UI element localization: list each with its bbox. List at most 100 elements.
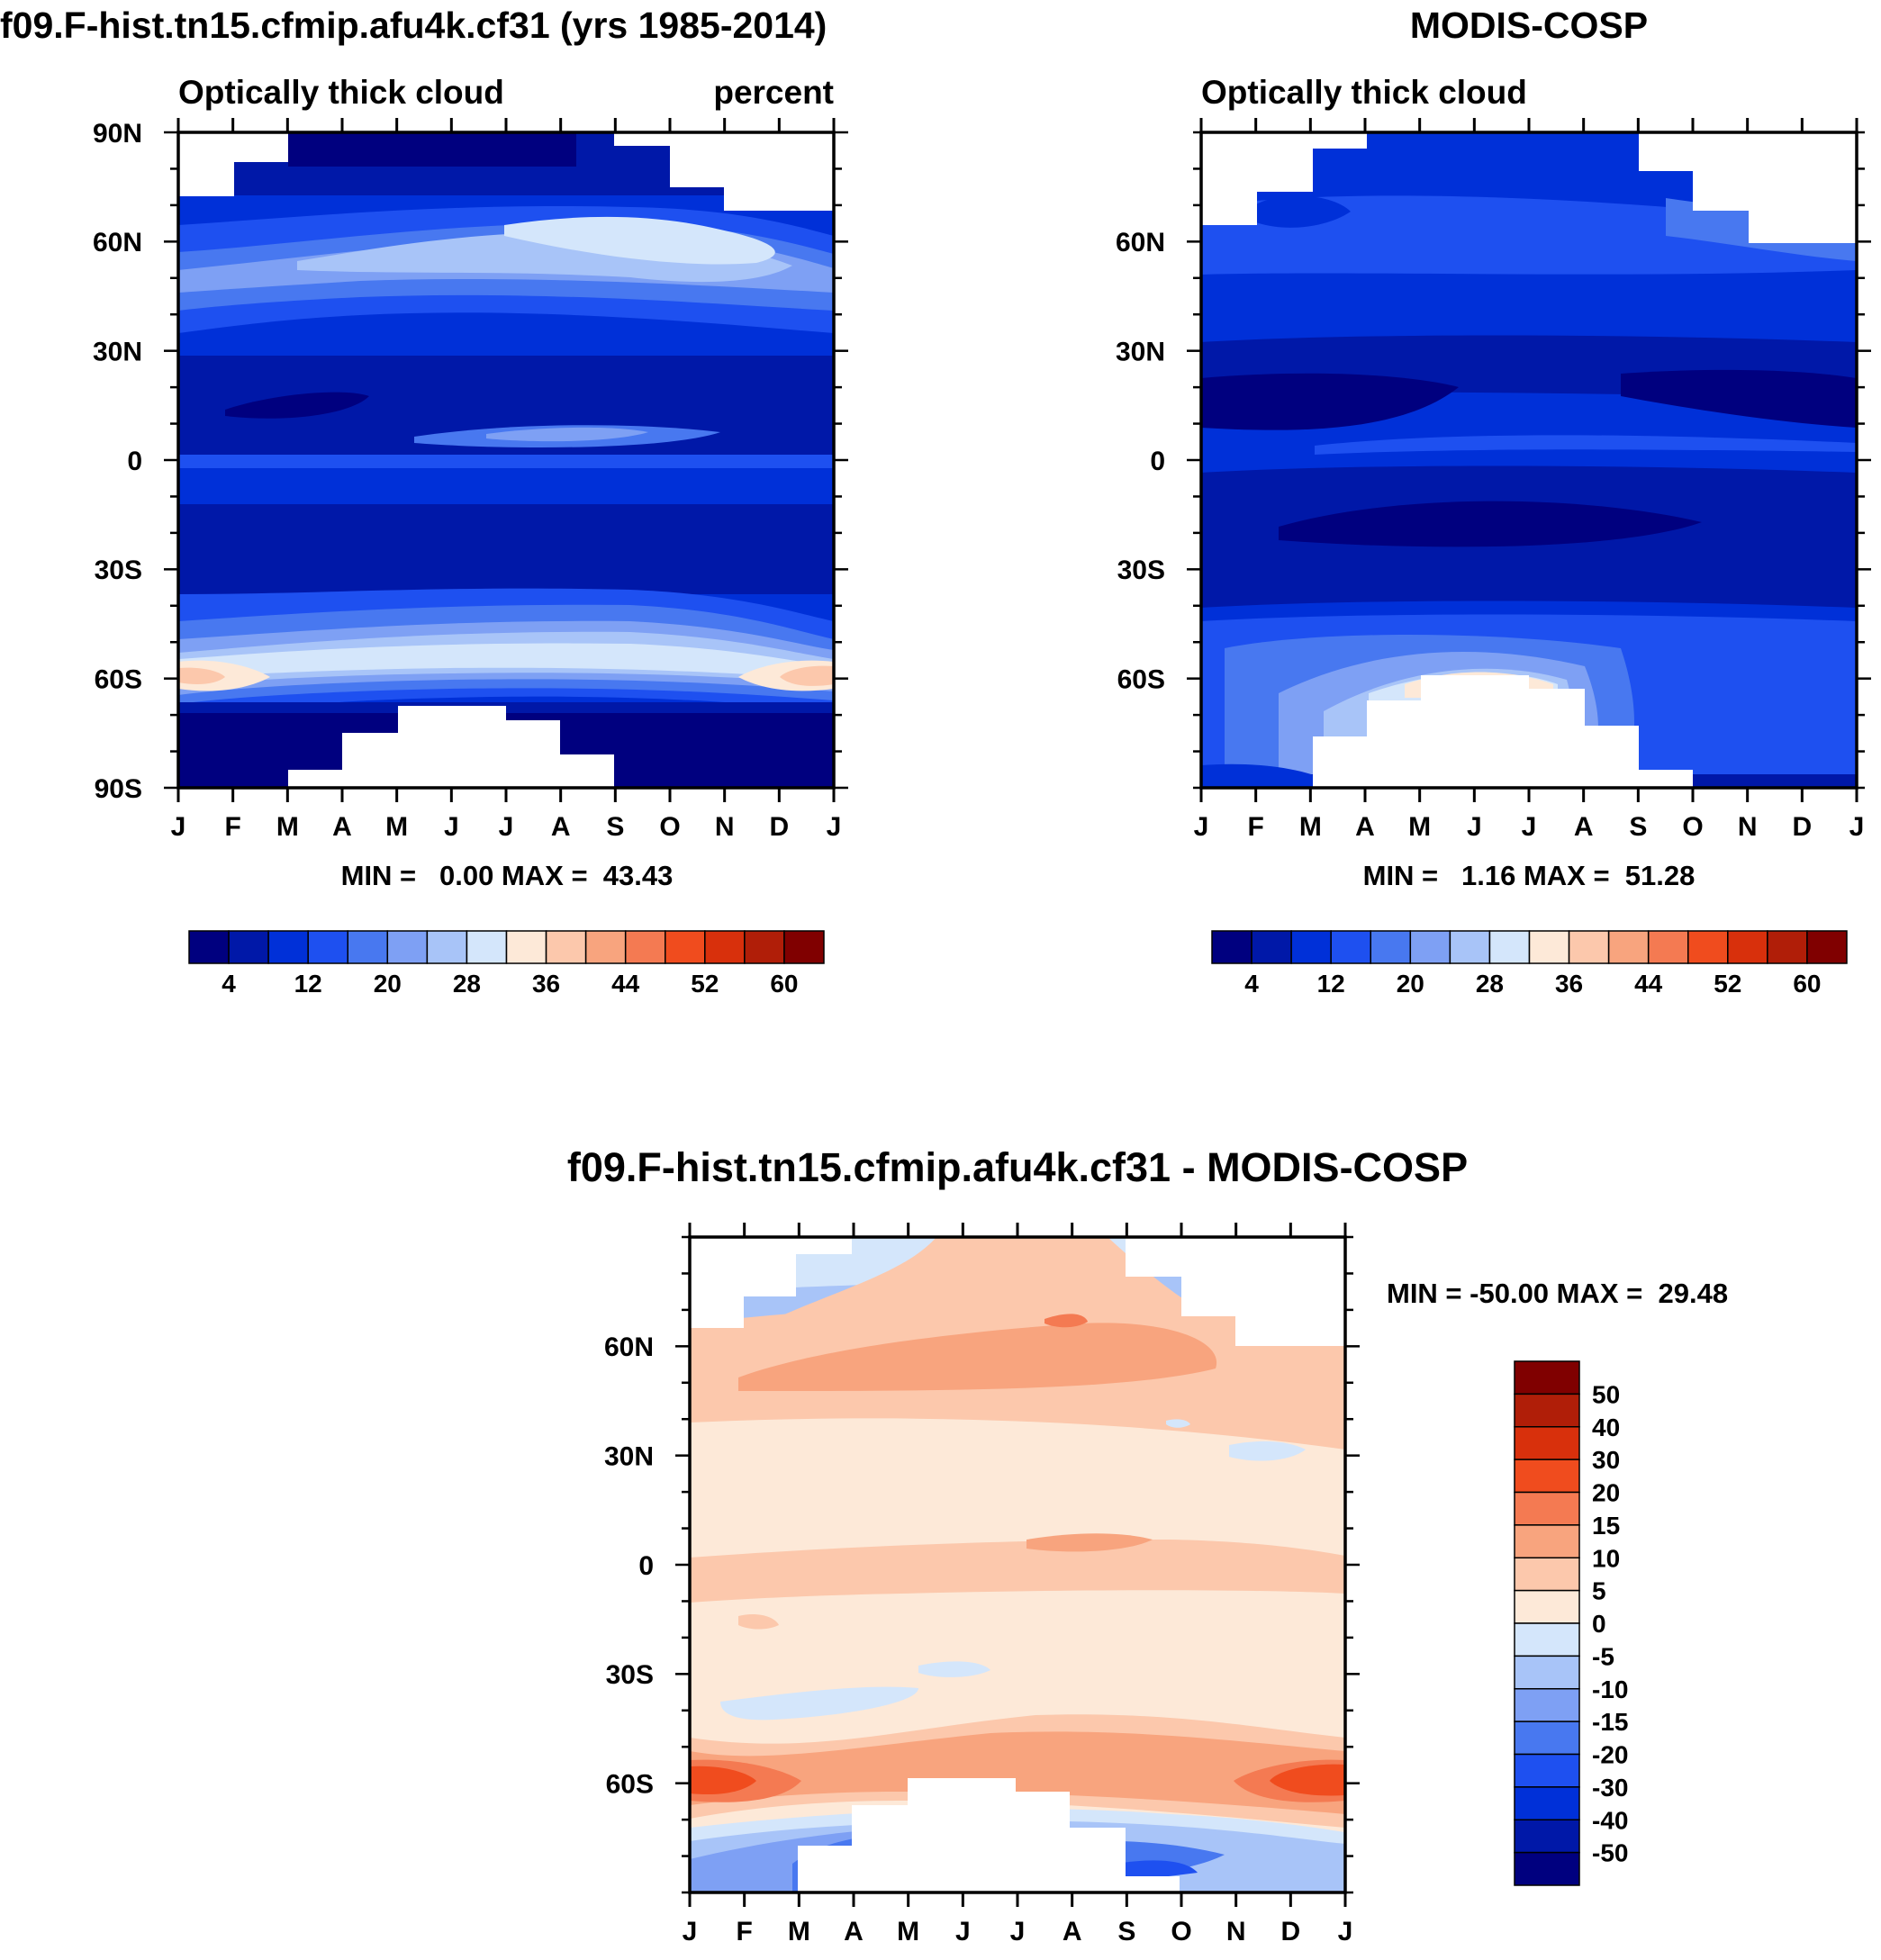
y-tick-label: 60S [606,1769,654,1799]
x-tick-label: O [1682,812,1703,842]
x-tick-label: A [1355,812,1375,842]
y-tick-label: 60N [604,1332,654,1362]
colorbar-swatch [228,930,269,964]
colorbar-swatch [505,930,547,964]
panel-obs: MODIS-COSP Optically thick cloud [1116,5,1871,998]
x-tick-label: F [737,1917,753,1946]
y-tick-label: 0 [127,447,142,476]
y-tick-label: 90N [93,119,142,149]
colorbar-label: 0 [1592,1610,1606,1638]
colorbar-label: 20 [1397,970,1424,998]
y-tick-label: 60S [95,664,142,694]
x-tick-label: S [606,812,624,842]
colorbar-swatch [584,930,627,964]
colorbar-label: 40 [1592,1414,1620,1441]
colorbar-swatch [1514,1360,1580,1395]
x-tick-label: M [1299,812,1322,842]
colorbar-swatch [1514,1721,1580,1756]
x-tick-label: J [444,812,459,842]
y-tick-label: 30S [95,555,142,585]
x-tick-label: J [683,1917,698,1946]
colorbar-label: 60 [1793,970,1821,998]
colorbar-swatch [426,930,468,964]
colorbar-swatch [1211,930,1252,964]
panel-model-minmax: MIN = 0.00 MAX = 43.43 [341,860,674,891]
panel-difference-field [690,1237,1345,1892]
panel-obs-colorbar: 4 12 20 28 36 44 52 60 [1211,930,1848,998]
x-tick-label: A [551,812,571,842]
colorbar-swatch [1514,1589,1580,1624]
colorbar-label: -5 [1592,1642,1614,1670]
panel-model-subtitle-right: percent [713,74,834,111]
x-tick-label: J [171,812,186,842]
x-tick-label: J [499,812,514,842]
colorbar-label: 4 [222,970,236,998]
x-tick-label: F [225,812,241,842]
colorbar-swatch [1767,930,1808,964]
panel-obs-title: MODIS-COSP [1410,5,1648,46]
x-tick-label: F [1248,812,1264,842]
x-tick-label: M [385,812,408,842]
panel-model-colorbar: 4 12 20 28 36 44 52 60 [188,930,825,998]
colorbar-label: -40 [1592,1806,1628,1834]
colorbar-label: -10 [1592,1675,1628,1703]
colorbar-swatch [1514,1459,1580,1494]
panel-model-field [178,132,834,788]
x-tick-label: M [788,1917,810,1946]
colorbar-swatch [1514,1622,1580,1657]
panel-difference: f09.F-hist.tn15.cfmip.afu4k.cf31 - MODIS… [567,1144,1728,1946]
colorbar-swatch [783,930,825,964]
colorbar-label: -20 [1592,1741,1628,1769]
colorbar-label: 30 [1592,1446,1620,1474]
x-tick-label: N [715,812,735,842]
y-tick-label: 30N [1116,337,1165,366]
y-tick-label: 30S [1117,555,1165,585]
colorbar-swatch [665,930,706,964]
colorbar-label: 28 [1476,970,1504,998]
colorbar-swatch [1607,930,1650,964]
colorbar-swatch [1370,930,1412,964]
x-tick-label: N [1226,1917,1246,1946]
colorbar-label: 52 [691,970,719,998]
colorbar-label: 60 [770,970,798,998]
colorbar-swatch [1488,930,1531,964]
colorbar-swatch [1330,930,1371,964]
y-tick-label: 0 [1150,447,1165,476]
colorbar-label: 12 [1317,970,1345,998]
colorbar-swatch [1514,1688,1580,1722]
colorbar-label: 5 [1592,1577,1606,1605]
x-tick-label: S [1629,812,1647,842]
x-tick-label: O [659,812,680,842]
x-tick-label: J [1522,812,1537,842]
colorbar-swatch [1568,930,1610,964]
y-tick-label: 0 [638,1551,654,1581]
colorbar-swatch [307,930,348,964]
colorbar-label: 36 [1555,970,1583,998]
colorbar-swatch [1449,930,1491,964]
y-tick-label: 30N [93,337,142,366]
x-tick-label: D [1280,1917,1300,1946]
panel-model-title: f09.F-hist.tn15.cfmip.afu4k.cf31 (yrs 19… [0,5,827,46]
x-tick-label: A [844,1917,864,1946]
colorbar-label: 20 [1592,1479,1620,1507]
colorbar-label: -50 [1592,1839,1628,1867]
colorbar-swatch [1290,930,1332,964]
colorbar-label: 20 [374,970,402,998]
colorbar-swatch [1514,1786,1580,1820]
x-tick-label: J [1338,1917,1353,1946]
colorbar-swatch [744,930,785,964]
colorbar-label: 15 [1592,1512,1620,1540]
colorbar-label: 4 [1244,970,1259,998]
y-tick-label: 30N [604,1441,654,1471]
panel-model-subtitle-left: Optically thick cloud [178,74,504,111]
colorbar-swatch [188,930,230,964]
panel-difference-minmax: MIN = -50.00 MAX = 29.48 [1387,1278,1728,1309]
colorbar-swatch [704,930,746,964]
panel-difference-axes: J F M A M J J A S O N D J 60N 30N 0 30S 60S [604,1223,1360,1946]
colorbar-swatch [1806,930,1848,964]
colorbar-label: 52 [1714,970,1741,998]
colorbar-swatch [347,930,389,964]
y-tick-label: 30S [606,1660,654,1690]
colorbar-swatch [1514,1426,1580,1460]
x-tick-label: A [1574,812,1594,842]
